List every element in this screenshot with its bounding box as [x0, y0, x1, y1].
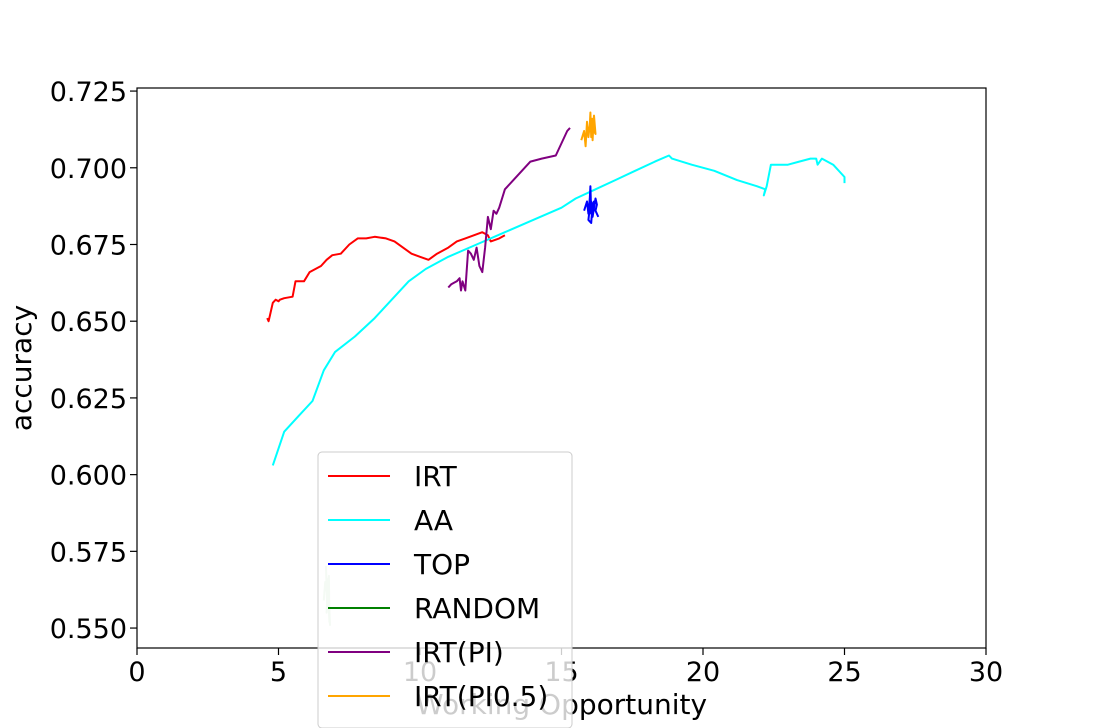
y-tick-label: 0.725 [50, 77, 127, 108]
y-tick-label: 0.625 [50, 384, 127, 415]
y-tick-label: 0.675 [50, 230, 127, 261]
series-line-2 [583, 185, 600, 224]
x-tick-label: 25 [827, 657, 861, 688]
y-tick-label: 0.550 [50, 614, 127, 645]
x-tick-label: 30 [969, 657, 1003, 688]
series-line-5 [580, 111, 597, 148]
y-tick-label: 0.650 [50, 307, 127, 338]
y-axis-label: accuracy [5, 305, 38, 431]
legend-label-5: IRT(PI0.5) [414, 680, 548, 713]
y-tick-label: 0.575 [50, 537, 127, 568]
legend-label-2: TOP [413, 548, 470, 581]
x-tick-label: 5 [270, 657, 287, 688]
x-tick-label: 0 [128, 657, 145, 688]
legend-label-0: IRT [414, 460, 458, 493]
series-line-4 [447, 127, 571, 292]
legend-label-1: AA [414, 504, 453, 537]
legend-box [317, 451, 573, 728]
y-axis: 0.550 0.575 0.600 0.625 0.650 0.675 0.700 0.725 [50, 77, 137, 645]
plot-series-group [266, 111, 846, 626]
y-tick-label: 0.700 [50, 154, 127, 185]
series-line-1 [271, 154, 846, 466]
y-tick-label: 0.600 [50, 461, 127, 492]
legend: IRT AA TOP RANDOM IRT(PI) IRT(PI0.5) [317, 451, 573, 728]
series-line-0 [266, 231, 506, 323]
legend-label-4: IRT(PI) [414, 636, 504, 669]
legend-label-3: RANDOM [414, 592, 540, 625]
x-tick-label: 20 [686, 657, 720, 688]
